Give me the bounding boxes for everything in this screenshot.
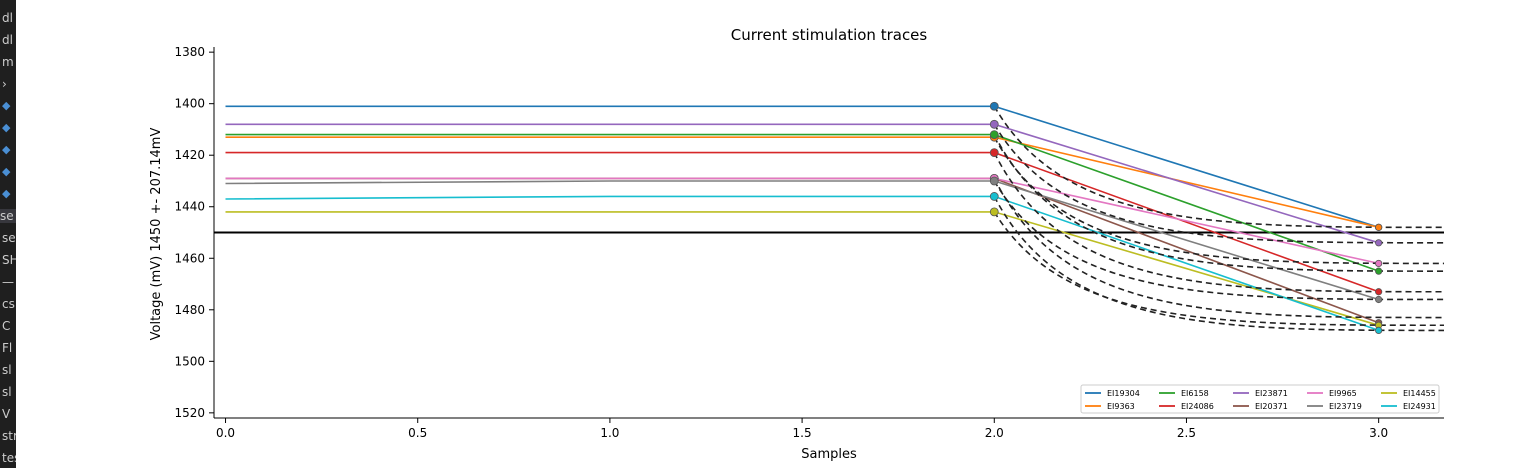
x-tick-label: 2.0 [985,426,1004,440]
plot-area [214,105,1444,332]
data-point [1375,288,1383,296]
fit-curve [993,134,1444,272]
sidebar-item[interactable]: — [2,275,14,289]
x-tick-label: 0.0 [216,426,235,440]
sidebar-item[interactable]: dl [2,11,13,25]
series-line-ei14455 [225,211,1379,327]
legend-label: EI14455 [1403,389,1436,398]
sidebar-item[interactable]: m [2,55,14,69]
sidebar-item[interactable]: C [2,319,11,333]
sidebar-item[interactable]: se [2,231,16,245]
y-tick-label: 1460 [174,251,205,265]
series-line-ei24931 [225,195,1379,332]
x-tick-label: 0.5 [408,426,427,440]
sidebar-item[interactable]: tes [2,451,16,465]
series-line-ei24086 [225,151,1379,293]
sidebar-item[interactable]: › [2,77,7,91]
legend-label: EI9965 [1329,389,1357,398]
fit-curve [993,123,1444,244]
series-line-ei23871 [225,123,1379,244]
legend-label: EI19304 [1107,389,1140,398]
data-point [989,101,999,111]
series-line-ei20371 [225,177,1379,324]
sidebar-item[interactable]: cs [2,297,15,311]
sidebar-item[interactable]: ◆ [2,99,11,112]
y-axis-label: Voltage (mV) 1450 +- 207.14mV [149,128,164,341]
series-line-ei9965 [225,177,1379,265]
fit-curve [993,136,1444,265]
sidebar-item[interactable]: se [0,209,16,223]
x-tick-label: 2.5 [1177,426,1196,440]
data-point [1375,223,1383,231]
sidebar-item[interactable]: dl [2,33,13,47]
fit-curve [993,178,1444,319]
data-point [1375,267,1383,275]
data-point [989,148,999,158]
x-tick-label: 3.0 [1369,426,1388,440]
sidebar-item[interactable]: SH [2,253,16,267]
legend-label: EI9363 [1107,402,1135,411]
data-point [1375,259,1383,268]
y-tick-label: 1520 [174,406,205,420]
legend-label: EI20371 [1255,402,1288,411]
sidebar-item[interactable]: ◆ [2,143,11,156]
x-tick-label: 1.5 [793,426,812,440]
sidebar-item[interactable]: ◆ [2,165,11,178]
data-point [989,130,999,139]
fit-curve [993,196,1444,332]
y-tick-label: 1500 [174,354,205,368]
series-line-ei19304 [225,105,1379,229]
y-tick-label: 1440 [174,200,205,214]
legend-label: EI24086 [1181,402,1214,411]
data-point [1375,295,1383,304]
legend-label: EI23871 [1255,389,1288,398]
y-tick-label: 1420 [174,148,205,162]
sidebar-item[interactable]: Fl [2,341,13,355]
data-point [1375,326,1383,335]
data-point [989,192,999,201]
sidebar-item[interactable]: str [2,429,16,443]
fit-curve [993,152,1444,293]
legend-label: EI24931 [1403,402,1436,411]
y-tick-label: 1380 [174,45,205,59]
fit-curve [993,180,1444,301]
y-tick-label: 1480 [174,303,205,317]
chart-title: Current stimulation traces [731,26,928,44]
sidebar-item[interactable]: V [2,407,11,421]
data-point [989,207,999,217]
x-tick-label: 1.0 [600,426,619,440]
y-tick-label: 1400 [174,97,205,111]
sidebar-item[interactable]: sl [2,385,12,399]
x-axis-label: Samples [801,447,857,462]
legend-label: EI23719 [1329,402,1362,411]
fit-curve [993,211,1444,327]
fit-curve [993,105,1444,229]
legend: EI19304 EI9363 EI6158 EI24086 EI23871 EI20371… [1080,384,1440,414]
sidebar-item[interactable]: ◆ [2,187,11,200]
data-point [1375,239,1383,247]
data-point [989,176,999,186]
series-line-ei9363 [225,136,1379,229]
legend-label: EI6158 [1181,389,1209,398]
sidebar-item[interactable]: sl [2,363,12,377]
series-line-ei23719 [225,180,1379,301]
sidebar-item[interactable]: ◆ [2,121,11,134]
data-point [989,119,999,129]
series-line-ei6158 [225,133,1379,272]
